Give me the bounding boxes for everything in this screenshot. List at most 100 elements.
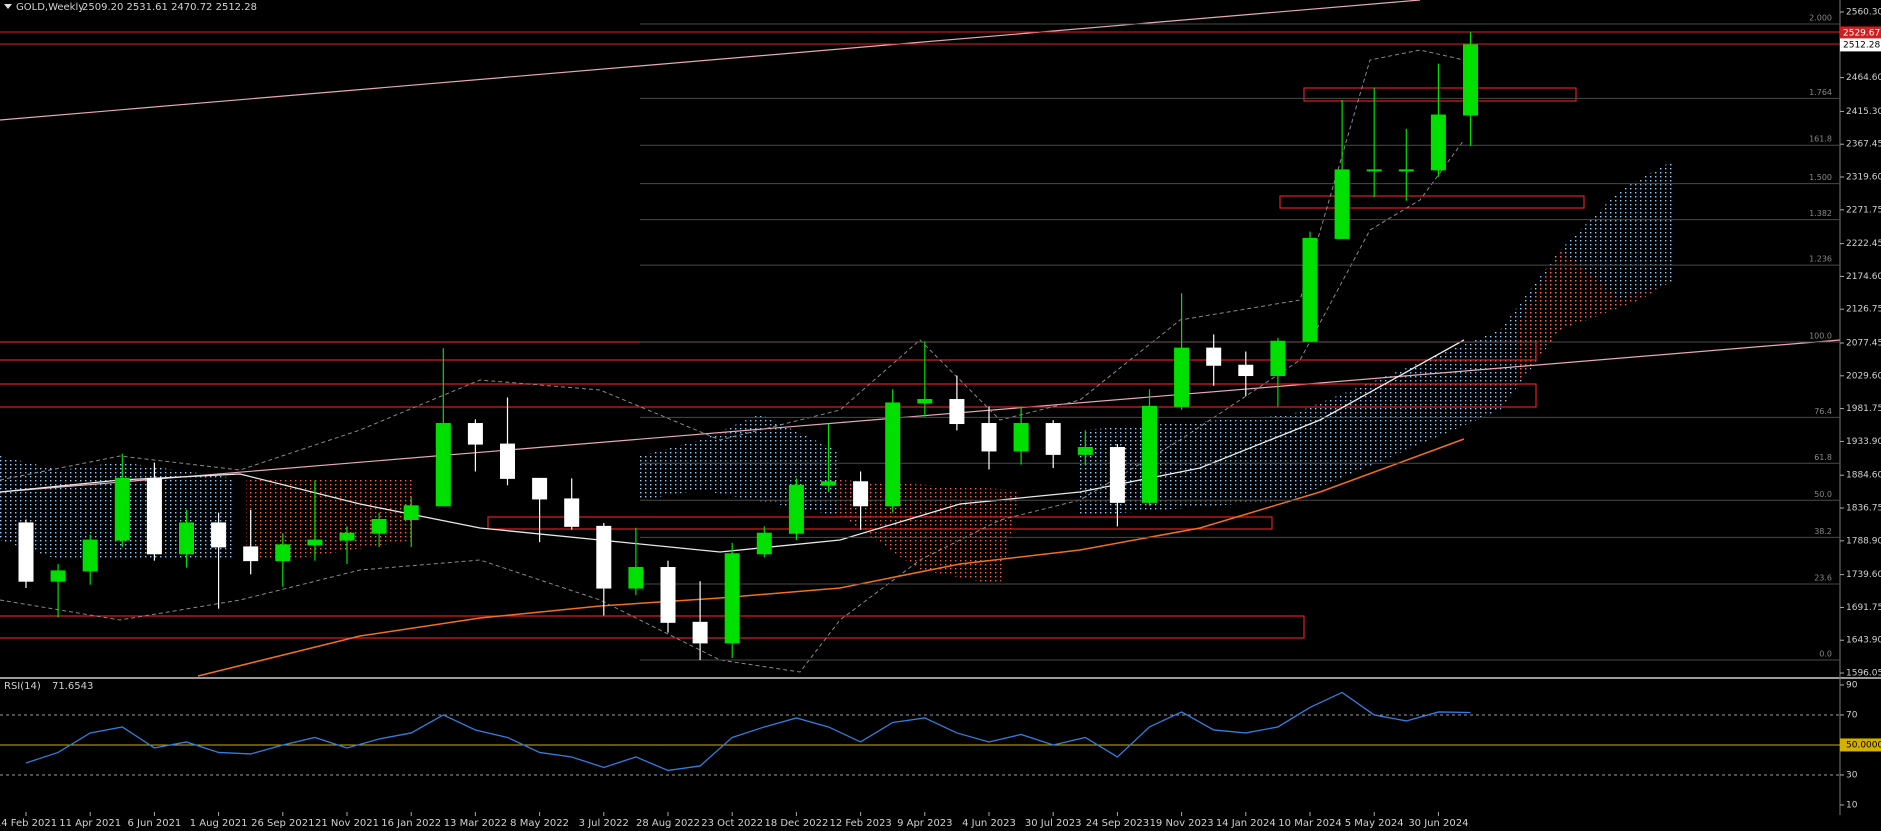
x-tick-label: 11 Apr 2021 xyxy=(59,818,121,829)
chart-title: GOLD,Weekly xyxy=(16,2,84,13)
y-tick-label: 1596.05 xyxy=(1846,669,1881,679)
moving-average xyxy=(197,438,1465,677)
candle-body xyxy=(628,566,644,589)
x-tick-label: 21 Nov 2021 xyxy=(315,818,379,829)
x-tick-label: 6 Jun 2021 xyxy=(128,818,182,829)
x-tick-label: 12 Feb 2023 xyxy=(829,818,891,829)
zone xyxy=(1279,195,1585,209)
x-tick-label: 8 May 2022 xyxy=(510,818,569,829)
candle-body xyxy=(339,532,355,541)
y-tick-label: 1788.90 xyxy=(1846,536,1881,546)
x-tick-label: 10 Mar 2024 xyxy=(1278,818,1341,829)
candle-body xyxy=(500,443,515,479)
price-marker-label: 2512.28 xyxy=(1843,40,1880,50)
candle-body xyxy=(275,544,291,562)
x-tick-label: 5 May 2024 xyxy=(1345,818,1404,829)
candle-body xyxy=(724,553,740,644)
candle-body xyxy=(1109,447,1125,503)
zone xyxy=(0,383,1537,408)
fib-label: 2.000 xyxy=(1809,13,1832,22)
y-tick-label: 1981.75 xyxy=(1846,404,1881,414)
fib-label: 161.8 xyxy=(1809,135,1832,144)
x-tick-label: 23 Oct 2022 xyxy=(701,818,763,829)
y-tick-label: 50.0000 xyxy=(1846,740,1881,750)
price-marker-label: 2529.67 xyxy=(1843,28,1880,38)
y-tick-label: 10 xyxy=(1846,800,1858,810)
tick-box xyxy=(1840,738,1881,752)
fib-label: 61.8 xyxy=(1814,453,1832,462)
zone xyxy=(1303,87,1577,102)
fib-label: 76.4 xyxy=(1814,407,1832,416)
candle-body xyxy=(435,423,451,507)
candle-body xyxy=(403,505,419,521)
candle-body xyxy=(1430,114,1446,171)
y-tick-label: 2415.30 xyxy=(1846,107,1881,117)
fib-label: 100.0 xyxy=(1809,331,1832,340)
candle-body xyxy=(1077,447,1093,455)
trend-line xyxy=(0,0,1421,121)
candle-body xyxy=(307,539,323,546)
cloud xyxy=(246,480,414,558)
moving-average xyxy=(0,339,1465,553)
candle-body xyxy=(853,481,869,507)
candle-body xyxy=(1463,44,1478,116)
candle-body xyxy=(1013,423,1029,452)
y-tick-label: 2560.30 xyxy=(1846,7,1881,17)
candle-body xyxy=(917,399,933,404)
y-tick-label: 2077.45 xyxy=(1846,339,1881,349)
price-marker xyxy=(1840,26,1881,40)
candle-body xyxy=(821,481,836,486)
candle-body xyxy=(467,423,483,445)
x-tick-label: 30 Jul 2023 xyxy=(1025,818,1082,829)
x-tick-label: 28 Aug 2022 xyxy=(636,818,700,829)
y-tick-label: 1739.60 xyxy=(1846,570,1881,580)
x-tick-label: 9 Apr 2023 xyxy=(897,818,952,829)
fib-label: 1.382 xyxy=(1809,209,1832,218)
y-tick-label: 2271.75 xyxy=(1846,205,1881,215)
y-tick-label: 2464.60 xyxy=(1846,73,1881,83)
candle-body xyxy=(1045,423,1061,455)
candle-body xyxy=(532,477,548,500)
candle-body xyxy=(1174,347,1190,407)
fib-label: 50.0 xyxy=(1814,490,1832,499)
y-tick-label: 70 xyxy=(1846,710,1858,720)
candle-body xyxy=(146,477,162,555)
ohlc-header: 2509.20 2531.61 2470.72 2512.28 xyxy=(82,2,257,13)
x-tick-label: 4 Jun 2023 xyxy=(962,818,1016,829)
candle-body xyxy=(1398,169,1414,172)
candle-body xyxy=(885,402,901,507)
y-tick-label: 30 xyxy=(1846,770,1858,780)
candle-body xyxy=(1238,364,1254,377)
candle-body xyxy=(596,525,612,589)
y-tick-label: 2319.60 xyxy=(1846,173,1881,183)
candle-body xyxy=(1334,169,1350,239)
candle-body xyxy=(243,546,259,562)
candle-body xyxy=(1142,405,1157,503)
x-tick-label: 18 Dec 2022 xyxy=(764,818,828,829)
cloud xyxy=(1520,250,1674,380)
fib-label: 1.500 xyxy=(1809,173,1832,182)
y-tick-label: 2126.75 xyxy=(1846,305,1881,315)
candle-body xyxy=(50,570,66,582)
cloud xyxy=(840,480,1020,585)
candle-body xyxy=(788,484,804,534)
candle-body xyxy=(1366,169,1382,172)
candle-body xyxy=(211,522,227,548)
menu-icon[interactable] xyxy=(4,4,12,9)
y-tick-label: 1884.60 xyxy=(1846,471,1881,481)
zone xyxy=(0,615,1305,639)
fib-label: 1.236 xyxy=(1809,255,1832,264)
y-tick-label: 1643.90 xyxy=(1846,636,1881,646)
x-tick-label: 14 Feb 2021 xyxy=(0,818,57,829)
y-tick-label: 2029.60 xyxy=(1846,371,1881,381)
y-tick-label: 90 xyxy=(1846,680,1858,690)
candle-body xyxy=(1270,340,1286,377)
y-tick-label: 1836.75 xyxy=(1846,504,1881,514)
trend-line xyxy=(0,339,1841,493)
candle-body xyxy=(564,498,580,527)
candle-body xyxy=(949,399,965,425)
x-tick-label: 24 Sep 2023 xyxy=(1086,818,1149,829)
candle-body xyxy=(179,522,194,555)
